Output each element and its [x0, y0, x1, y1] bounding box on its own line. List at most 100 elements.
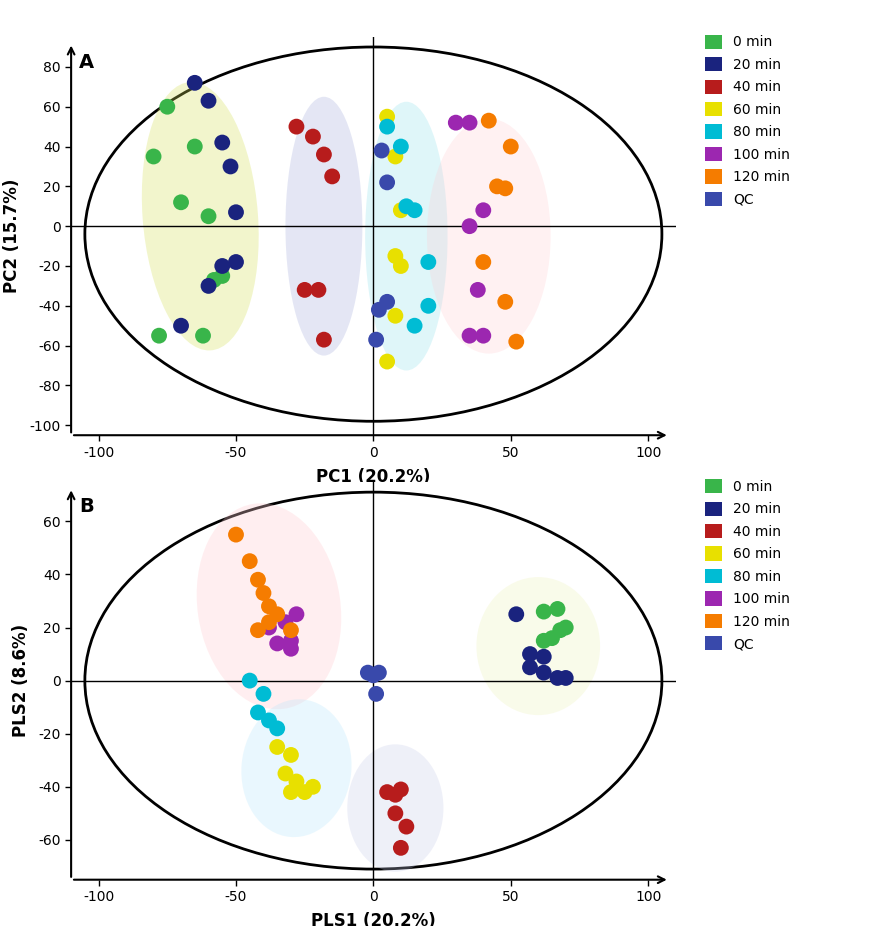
Point — [399, 199, 413, 214]
Point — [270, 607, 284, 621]
Point — [421, 255, 436, 269]
Point — [490, 179, 504, 194]
Point — [407, 203, 421, 218]
Point — [228, 255, 243, 269]
Point — [306, 129, 320, 144]
Point — [407, 319, 421, 333]
Point — [251, 705, 265, 720]
Point — [380, 354, 394, 369]
Point — [202, 208, 216, 223]
Point — [278, 766, 292, 781]
Point — [388, 806, 403, 820]
X-axis label: PC1 (20.2%): PC1 (20.2%) — [316, 468, 430, 486]
Point — [558, 620, 573, 635]
Point — [311, 282, 325, 297]
Point — [394, 203, 408, 218]
Point — [306, 780, 320, 795]
Point — [372, 303, 386, 318]
Point — [380, 109, 394, 124]
Point — [202, 279, 216, 294]
Point — [462, 329, 477, 344]
Point — [152, 329, 166, 344]
Ellipse shape — [477, 577, 600, 715]
Point — [160, 99, 174, 114]
Point — [523, 646, 537, 661]
Point — [361, 665, 375, 680]
Point — [284, 633, 298, 648]
Point — [270, 636, 284, 651]
Point — [550, 602, 565, 617]
Point — [262, 713, 276, 728]
Point — [207, 272, 221, 287]
Point — [372, 665, 386, 680]
Point — [174, 194, 188, 209]
Ellipse shape — [285, 97, 363, 356]
Legend: 0 min, 20 min, 40 min, 60 min, 80 min, 100 min, 120 min, QC: 0 min, 20 min, 40 min, 60 min, 80 min, 1… — [700, 29, 796, 212]
Point — [369, 332, 383, 347]
Point — [374, 144, 388, 158]
Point — [270, 740, 284, 755]
Text: A: A — [79, 53, 94, 72]
Point — [256, 686, 270, 701]
Point — [550, 670, 565, 685]
Point — [509, 334, 524, 349]
Ellipse shape — [142, 82, 259, 350]
Point — [477, 329, 491, 344]
Point — [366, 668, 380, 682]
Point — [262, 615, 276, 630]
Point — [449, 115, 463, 130]
Point — [388, 787, 403, 802]
Ellipse shape — [196, 504, 341, 709]
Point — [278, 615, 292, 630]
Point — [256, 585, 270, 600]
Point — [284, 623, 298, 638]
Point — [262, 599, 276, 614]
Point — [509, 607, 524, 621]
Point — [243, 673, 257, 688]
Point — [196, 329, 210, 344]
Point — [369, 686, 383, 701]
Point — [298, 784, 312, 799]
Point — [504, 139, 518, 154]
Point — [394, 139, 408, 154]
Point — [553, 623, 567, 638]
Point — [388, 308, 403, 323]
Point — [394, 258, 408, 273]
Point — [298, 282, 312, 297]
Legend: 0 min, 20 min, 40 min, 60 min, 80 min, 100 min, 120 min, QC: 0 min, 20 min, 40 min, 60 min, 80 min, 1… — [700, 473, 796, 657]
Point — [470, 282, 485, 297]
Point — [477, 255, 491, 269]
Point — [284, 747, 298, 762]
Point — [215, 258, 229, 273]
Point — [262, 620, 276, 635]
Text: B: B — [79, 497, 94, 517]
Point — [174, 319, 188, 333]
Point — [482, 113, 496, 128]
Point — [228, 527, 243, 542]
Point — [380, 784, 394, 799]
Point — [289, 119, 303, 134]
Point — [147, 149, 161, 164]
Point — [316, 147, 331, 162]
Point — [388, 149, 403, 164]
Point — [325, 169, 340, 183]
Point — [289, 774, 303, 789]
Point — [289, 607, 303, 621]
Point — [215, 135, 229, 150]
Point — [188, 139, 202, 154]
Point — [537, 633, 551, 648]
Point — [243, 554, 257, 569]
Point — [228, 205, 243, 219]
Point — [394, 782, 408, 797]
Ellipse shape — [241, 699, 351, 837]
Point — [270, 721, 284, 736]
Ellipse shape — [365, 102, 447, 370]
Point — [388, 249, 403, 264]
Ellipse shape — [427, 119, 550, 354]
Point — [523, 660, 537, 675]
Point — [316, 332, 331, 347]
Point — [498, 181, 512, 195]
Ellipse shape — [348, 745, 444, 871]
Point — [462, 219, 477, 233]
Point — [188, 75, 202, 90]
